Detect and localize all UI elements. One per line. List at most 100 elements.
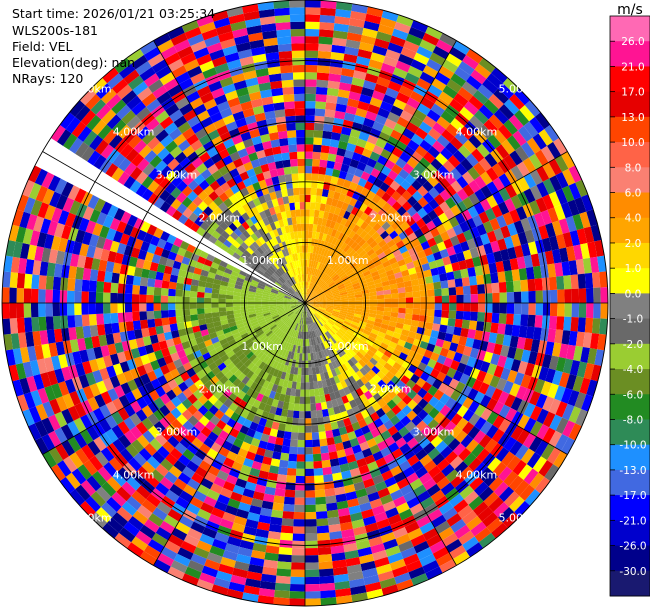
range-gate-cell	[155, 65, 172, 80]
range-gate-cell	[384, 334, 393, 342]
range-gate-cell	[241, 532, 256, 543]
range-gate-cell	[547, 141, 562, 159]
range-gate-cell	[498, 173, 512, 188]
range-gate-cell	[296, 275, 300, 283]
range-gate-cell	[60, 315, 69, 329]
range-gate-cell	[343, 254, 351, 263]
range-gate-cell	[449, 235, 460, 247]
range-gate-cell	[371, 194, 382, 204]
range-gate-cell	[406, 437, 419, 449]
range-gate-cell	[361, 86, 375, 98]
range-gate-cell	[305, 216, 310, 224]
range-gate-cell	[234, 284, 243, 290]
range-gate-cell	[561, 151, 575, 169]
range-gate-cell	[271, 421, 280, 431]
range-gate-cell	[223, 457, 235, 468]
range-gate-cell	[460, 434, 474, 448]
range-gate-cell	[522, 432, 537, 449]
range-gate-cell	[305, 158, 313, 167]
range-gate-cell	[164, 122, 178, 135]
range-gate-cell	[503, 119, 519, 136]
range-gate-cell	[235, 508, 249, 520]
range-gate-cell	[256, 316, 265, 322]
range-gate-cell	[305, 475, 315, 484]
range-gate-cell	[362, 306, 370, 310]
range-gate-cell	[123, 223, 134, 236]
range-gate-cell	[276, 370, 283, 379]
range-gate-cell	[12, 348, 23, 365]
range-gate-cell	[149, 438, 163, 451]
range-gate-cell	[69, 452, 84, 469]
range-gate-cell	[179, 490, 194, 503]
range-gate-cell	[226, 59, 242, 70]
range-gate-cell	[355, 257, 364, 265]
range-gate-cell	[263, 404, 272, 413]
range-gate-cell	[473, 202, 485, 215]
range-gate-cell	[362, 296, 370, 300]
range-gate-cell	[477, 303, 486, 313]
range-gate-cell	[330, 545, 345, 555]
range-gate-cell	[266, 382, 274, 391]
range-gate-cell	[318, 431, 327, 440]
range-gate-cell	[118, 63, 136, 79]
range-gate-cell	[532, 133, 548, 150]
range-gate-cell	[276, 306, 284, 309]
range-gate-cell	[401, 200, 413, 212]
range-gate-cell	[290, 351, 295, 360]
range-gate-cell	[407, 349, 418, 359]
range-gate-cell	[177, 425, 190, 438]
range-gate-cell	[317, 358, 322, 367]
range-gate-cell	[310, 283, 315, 291]
range-gate-cell	[228, 581, 245, 593]
range-gate-cell	[454, 212, 466, 225]
range-gate-cell	[210, 111, 223, 124]
range-gate-cell	[490, 353, 501, 366]
range-gate-cell	[492, 401, 505, 415]
range-gate-cell	[235, 236, 244, 246]
range-gate-cell	[305, 389, 310, 397]
range-gate-cell	[245, 273, 254, 280]
range-gate-cell	[295, 308, 301, 315]
range-gate-cell	[254, 297, 262, 301]
range-gate-cell	[192, 195, 203, 207]
range-gate-cell	[88, 359, 100, 373]
range-gate-cell	[305, 569, 320, 578]
range-gate-cell	[367, 369, 377, 379]
range-gate-cell	[341, 300, 349, 303]
range-gate-cell	[547, 383, 559, 399]
range-gate-cell	[286, 188, 294, 197]
range-gate-cell	[142, 393, 154, 406]
range-gate-cell	[84, 336, 94, 350]
range-gate-cell	[305, 303, 313, 305]
range-gate-cell	[313, 276, 319, 284]
range-gate-cell	[334, 580, 351, 590]
range-gate-cell	[279, 312, 287, 318]
range-gate-cell	[249, 175, 259, 185]
range-gate-cell	[491, 388, 503, 402]
range-gate-cell	[455, 251, 466, 262]
range-gate-cell	[260, 23, 277, 33]
range-gate-cell	[324, 340, 331, 348]
range-gate-cell	[427, 84, 443, 98]
range-gate-cell	[26, 213, 38, 231]
range-gate-cell	[461, 209, 473, 222]
range-gate-cell	[291, 173, 299, 182]
range-gate-cell	[272, 327, 280, 334]
range-gate-cell	[75, 105, 91, 122]
range-gate-cell	[392, 248, 402, 258]
range-gate-cell	[211, 312, 220, 318]
range-gate-cell	[414, 332, 424, 341]
range-gate-cell	[233, 291, 241, 297]
range-gate-cell	[305, 526, 318, 534]
range-gate-cell	[165, 423, 178, 436]
range-gate-cell	[511, 324, 521, 337]
range-gate-cell	[405, 291, 414, 298]
range-gate-cell	[305, 238, 309, 246]
range-gate-cell	[186, 244, 196, 254]
range-gate-cell	[240, 332, 249, 340]
range-gate-cell	[164, 182, 177, 195]
range-gate-cell	[403, 280, 412, 288]
range-gate-cell	[196, 508, 212, 521]
range-gate-cell	[369, 357, 378, 366]
range-gate-cell	[136, 229, 147, 241]
